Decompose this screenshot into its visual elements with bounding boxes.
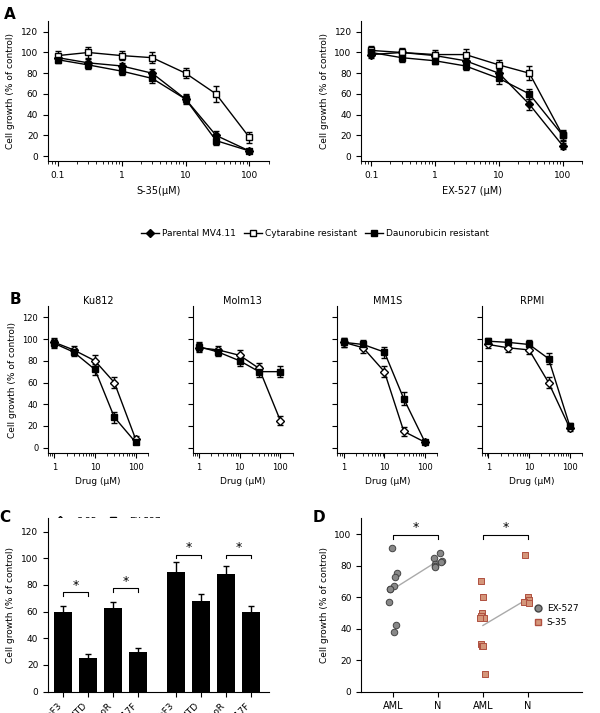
Y-axis label: Cell growth (% of control): Cell growth (% of control) [8,322,17,438]
Text: D: D [313,510,325,525]
Bar [54,612,72,692]
Text: C: C [0,510,11,525]
Point [476,610,486,622]
Point [385,583,395,595]
X-axis label: Drug (μM): Drug (μM) [75,478,121,486]
Point [476,639,486,650]
Point [520,549,530,560]
Text: *: * [185,541,191,554]
X-axis label: S-35(μM): S-35(μM) [136,185,181,195]
Bar [104,607,122,692]
X-axis label: Drug (μM): Drug (μM) [365,478,410,486]
Title: RPMI: RPMI [520,296,544,306]
Point [391,620,401,631]
Y-axis label: Cell growth (% of control): Cell growth (% of control) [320,34,329,149]
X-axis label: Drug (μM): Drug (μM) [509,478,555,486]
Title: Molm13: Molm13 [223,296,262,306]
Point [435,548,445,559]
Bar [242,612,260,692]
Point [387,543,397,554]
Point [437,555,447,567]
Title: Ku812: Ku812 [83,296,113,306]
Y-axis label: Cell growth (% of control): Cell growth (% of control) [320,547,329,663]
Text: B: B [10,292,22,307]
Bar [192,601,210,692]
Text: *: * [73,579,79,592]
Point [430,561,440,573]
Y-axis label: Cell growth (% of control): Cell growth (% of control) [7,34,16,149]
Point [477,640,487,652]
Point [478,607,487,619]
Point [390,571,400,583]
X-axis label: Drug (μM): Drug (μM) [220,478,265,486]
Text: A: A [4,7,16,22]
Text: *: * [502,521,509,534]
Y-axis label: Cell growth (% of control): Cell growth (% of control) [7,547,16,663]
Point [481,669,490,680]
Point [392,568,402,579]
Point [475,612,484,623]
Text: *: * [235,541,242,554]
Point [519,596,529,607]
Legend: Parental MV4.11, Cytarabine resistant, Daunorubicin resistant: Parental MV4.11, Cytarabine resistant, D… [137,226,493,242]
Point [429,552,439,563]
Point [389,626,398,637]
Point [523,591,533,602]
Point [431,558,440,570]
Point [430,560,440,571]
Title: MM1S: MM1S [373,296,402,306]
Bar [167,572,185,692]
Point [479,612,489,623]
Point [476,575,486,587]
Point [384,596,394,607]
Bar [79,658,97,692]
Point [436,557,446,568]
Point [389,580,398,592]
Point [524,597,534,609]
Text: *: * [412,521,419,534]
Point [385,583,395,595]
Bar [130,652,147,692]
Bar [217,574,235,692]
Point [478,591,488,602]
Point [478,640,487,652]
Point [524,595,533,606]
Text: *: * [122,575,129,588]
Legend: S-35, EX-527: S-35, EX-527 [47,513,164,529]
Legend: EX-527, S-35: EX-527, S-35 [529,601,582,630]
X-axis label: EX-527 (μM): EX-527 (μM) [442,185,502,195]
